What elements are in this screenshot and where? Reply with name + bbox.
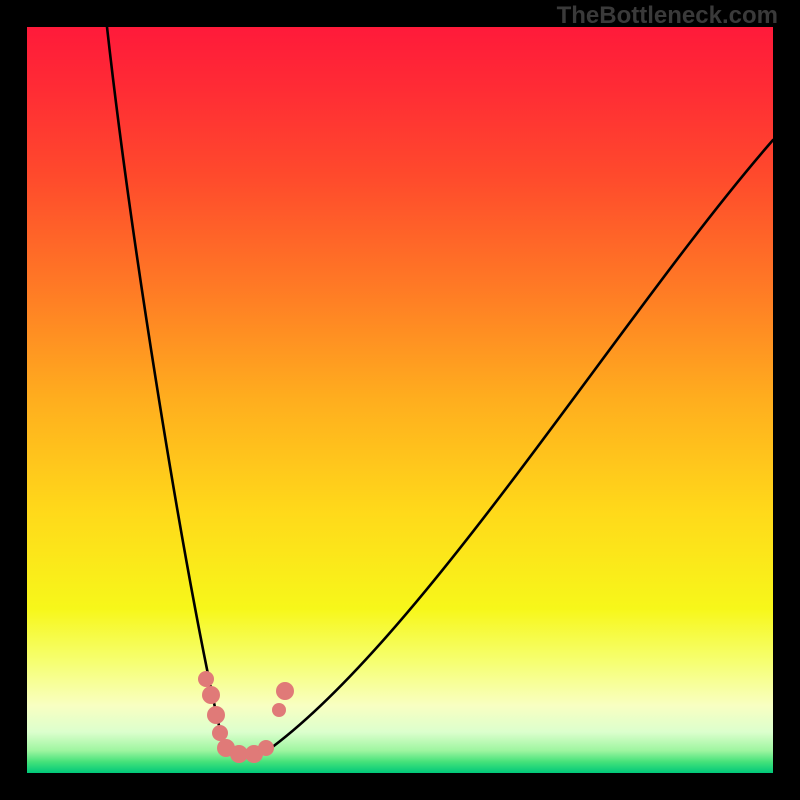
- data-marker: [198, 671, 214, 687]
- data-marker: [276, 682, 294, 700]
- data-marker: [202, 686, 220, 704]
- watermark-text: TheBottleneck.com: [557, 2, 778, 30]
- gradient-background: [27, 27, 773, 773]
- plot-svg: [27, 27, 773, 773]
- plot-area: [27, 27, 773, 773]
- data-marker: [258, 740, 274, 756]
- data-marker: [212, 725, 228, 741]
- data-marker: [272, 703, 286, 717]
- chart-frame: TheBottleneck.com: [0, 0, 800, 800]
- data-marker: [207, 706, 225, 724]
